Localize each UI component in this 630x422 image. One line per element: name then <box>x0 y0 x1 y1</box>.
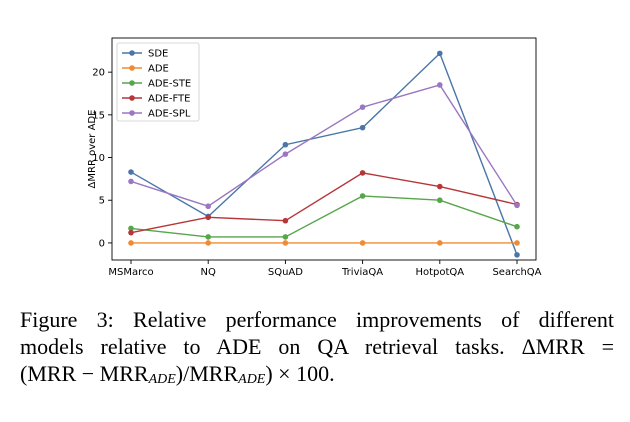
caption-formula-mid: )/MRR <box>175 361 239 386</box>
data-point <box>514 223 520 230</box>
legend-marker <box>129 95 135 101</box>
legend-marker <box>129 110 135 116</box>
data-point <box>128 169 134 175</box>
data-point <box>282 234 289 240</box>
data-point <box>514 202 520 209</box>
x-tick-label: NQ <box>201 267 216 278</box>
legend-label: SDE <box>148 49 168 60</box>
y-axis-label: ΔMRR over ADE <box>87 110 98 189</box>
data-point <box>205 203 211 210</box>
caption-line-3: (MRR − MRRADE)/MRRADE) × 100. <box>20 360 614 393</box>
line-chart: 0 5 10 15 20 MSMarco NQ SQuAD TriviaQA HotpotQA S… <box>87 37 542 278</box>
legend-marker <box>129 65 135 71</box>
legend-label: ADE-STE <box>148 79 191 90</box>
legend-marker <box>129 50 135 56</box>
x-tick-label: SQuAD <box>268 267 303 278</box>
y-axis: 0 5 10 15 20 <box>92 68 112 249</box>
series-ade <box>128 240 520 246</box>
series-ade-spl <box>128 82 520 210</box>
data-point <box>205 234 211 240</box>
x-tick-label: HotpotQA <box>415 267 464 278</box>
x-axis: MSMarco NQ SQuAD TriviaQA HotpotQA SearchQA <box>108 260 542 278</box>
y-tick-label: 0 <box>99 238 105 249</box>
y-tick-label: 5 <box>99 196 105 207</box>
data-point <box>128 225 134 232</box>
caption-line-1: Figure 3: Relative performance improveme… <box>20 307 614 332</box>
data-point <box>205 214 211 221</box>
legend-box <box>116 42 200 122</box>
data-point <box>282 141 289 148</box>
data-point <box>359 193 366 199</box>
data-point <box>128 240 134 246</box>
data-point <box>514 240 520 246</box>
data-point <box>282 217 289 224</box>
data-point <box>514 252 520 258</box>
caption-formula-open: (MRR − MRR <box>20 361 149 386</box>
series-line <box>130 84 518 207</box>
legend: SDE ADE ADE-STE ADE-FTE ADE-SPL <box>116 42 200 122</box>
data-point <box>359 104 366 110</box>
data-point <box>282 151 289 157</box>
x-tick-label: TriviaQA <box>341 267 383 278</box>
data-point <box>437 240 443 246</box>
legend-label: ADE-FTE <box>148 94 190 105</box>
data-point <box>437 50 443 57</box>
caption-formula-subscript: ADE <box>148 372 176 387</box>
series-line <box>130 172 518 234</box>
series-line <box>130 195 518 238</box>
data-point <box>437 197 443 204</box>
data-point <box>359 170 366 176</box>
data-point <box>359 124 366 131</box>
y-tick-label: 10 <box>92 153 105 164</box>
data-point <box>359 240 366 246</box>
data-point <box>205 240 211 246</box>
legend-marker <box>129 80 135 86</box>
series-line <box>130 52 518 256</box>
data-point <box>282 240 289 246</box>
figure-caption: Figure 3: Relative performance improveme… <box>20 306 614 393</box>
x-tick-label: MSMarco <box>108 267 153 278</box>
series-ade-fte <box>128 170 520 236</box>
data-point <box>128 178 134 185</box>
series-ade-ste <box>128 193 520 240</box>
legend-label: ADE-SPL <box>148 109 191 120</box>
data-point <box>437 82 443 88</box>
x-tick-label: SearchQA <box>492 267 541 278</box>
data-point <box>128 229 134 236</box>
caption-formula-subscript: ADE <box>238 372 266 387</box>
y-tick-label: 15 <box>92 110 105 121</box>
plot-area-frame <box>111 37 537 261</box>
data-point <box>437 183 443 190</box>
caption-formula-close: ) × 100. <box>265 361 335 386</box>
series-layer <box>128 50 520 258</box>
caption-line-2: models relative to ADE on QA retrieval t… <box>20 334 614 359</box>
y-tick-label: 20 <box>92 68 105 79</box>
legend-label: ADE <box>148 64 169 75</box>
